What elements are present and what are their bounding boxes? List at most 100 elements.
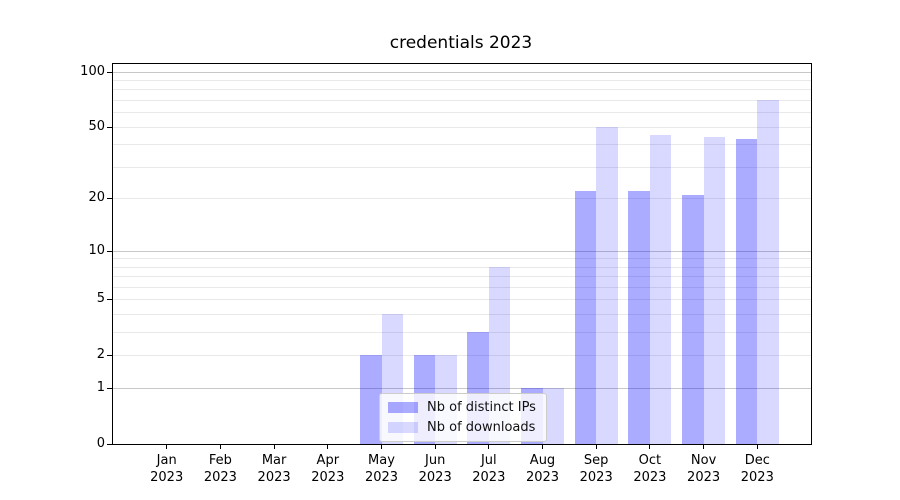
minor-gridline bbox=[113, 166, 811, 168]
x-tick-year: 2023 bbox=[525, 470, 560, 485]
bar bbox=[596, 126, 618, 444]
bar bbox=[574, 191, 597, 444]
bar bbox=[703, 136, 726, 444]
x-tick-label: Jun 2023 bbox=[403, 452, 467, 486]
x-tick-year: 2023 bbox=[740, 470, 774, 485]
major-gridline bbox=[113, 250, 811, 252]
minor-gridline bbox=[113, 266, 811, 268]
x-tick-month: May bbox=[368, 453, 395, 468]
x-tick-month: Jul bbox=[480, 453, 497, 468]
legend-item-downloads: Nb of downloads bbox=[388, 420, 536, 435]
minor-gridline bbox=[113, 299, 811, 301]
minor-gridline bbox=[113, 112, 811, 114]
x-tick-year: 2023 bbox=[203, 470, 237, 485]
minor-gridline bbox=[113, 276, 811, 278]
x-tick-month: Nov bbox=[690, 453, 717, 468]
x-tick-mark bbox=[166, 444, 168, 449]
minor-gridline bbox=[113, 126, 811, 128]
x-tick-mark bbox=[488, 444, 490, 449]
y-tick-label: 50 bbox=[88, 118, 105, 134]
x-tick-year: 2023 bbox=[633, 470, 667, 485]
x-tick-mark bbox=[327, 444, 329, 449]
bar bbox=[757, 100, 779, 444]
plot-area: Nb of distinct IPs Nb of downloads 0 1 2 5 1… bbox=[80, 63, 812, 485]
x-tick-month: Sep bbox=[583, 453, 609, 468]
x-tick-label: Mar 2023 bbox=[242, 452, 306, 486]
minor-gridline bbox=[113, 258, 811, 260]
major-gridline bbox=[113, 71, 811, 73]
y-tick-mark bbox=[107, 198, 113, 200]
y-tick-mark bbox=[107, 388, 113, 390]
y-tick-mark bbox=[107, 355, 113, 357]
y-tick-label: 100 bbox=[80, 63, 105, 79]
x-tick-mark bbox=[273, 444, 275, 449]
minor-gridline bbox=[113, 89, 811, 91]
y-tick-mark bbox=[107, 126, 113, 128]
x-tick-year: 2023 bbox=[472, 470, 506, 485]
x-tick-mark bbox=[703, 444, 705, 449]
x-tick-year: 2023 bbox=[364, 470, 399, 485]
x-tick-mark bbox=[542, 444, 543, 449]
x-tick-month: Apr bbox=[316, 453, 340, 468]
x-tick-label: Dec 2023 bbox=[725, 452, 789, 486]
y-tick-label: 0 bbox=[96, 436, 105, 451]
legend-label-distinct-ips: Nb of distinct IPs bbox=[427, 400, 536, 415]
legend-label-downloads: Nb of downloads bbox=[427, 420, 536, 435]
legend: Nb of distinct IPs Nb of downloads bbox=[379, 393, 547, 442]
x-tick-mark bbox=[219, 444, 221, 449]
x-tick-year: 2023 bbox=[687, 470, 721, 485]
minor-gridline bbox=[113, 198, 811, 200]
y-tick-mark bbox=[107, 250, 113, 252]
legend-item-distinct-ips: Nb of distinct IPs bbox=[388, 400, 536, 415]
legend-swatch-distinct-ips bbox=[388, 402, 418, 413]
bar bbox=[735, 138, 758, 444]
bar bbox=[649, 135, 672, 444]
x-tick-month: Jan bbox=[156, 453, 177, 468]
x-tick-year: 2023 bbox=[257, 470, 291, 485]
x-tick-label: Nov 2023 bbox=[672, 452, 736, 486]
bar bbox=[682, 194, 704, 444]
y-tick-label: 5 bbox=[96, 291, 105, 307]
x-tick-year: 2023 bbox=[579, 470, 613, 485]
x-tick-month: Aug bbox=[529, 453, 556, 468]
y-tick-mark bbox=[107, 299, 113, 301]
x-tick-label: May 2023 bbox=[350, 452, 414, 486]
y-tick-mark bbox=[107, 71, 113, 73]
legend-swatch-downloads bbox=[388, 422, 418, 433]
y-tick-label: 20 bbox=[88, 190, 105, 206]
minor-gridline bbox=[113, 100, 811, 102]
x-tick-mark bbox=[381, 444, 382, 449]
x-tick-month: Oct bbox=[638, 453, 662, 468]
x-tick-month: Dec bbox=[744, 453, 770, 468]
y-tick-mark bbox=[107, 444, 113, 445]
x-tick-label: Jan 2023 bbox=[135, 452, 199, 486]
major-gridline bbox=[113, 388, 811, 390]
x-tick-month: Mar bbox=[261, 453, 287, 468]
minor-gridline bbox=[113, 314, 811, 316]
minor-gridline bbox=[113, 332, 811, 334]
y-tick-label: 2 bbox=[96, 347, 105, 363]
x-tick-year: 2023 bbox=[418, 470, 452, 485]
x-tick-month: Jun bbox=[425, 453, 446, 468]
x-tick-label: Sep 2023 bbox=[564, 452, 628, 486]
minor-gridline bbox=[113, 144, 811, 146]
y-tick-label: 10 bbox=[88, 242, 105, 258]
x-tick-mark bbox=[595, 444, 597, 449]
x-tick-month: Feb bbox=[208, 453, 232, 468]
chart-title: credentials 2023 bbox=[389, 33, 533, 53]
x-tick-mark bbox=[756, 444, 758, 449]
bar bbox=[360, 355, 382, 444]
minor-gridline bbox=[113, 355, 811, 357]
x-tick-year: 2023 bbox=[311, 470, 345, 485]
x-tick-year: 2023 bbox=[150, 470, 184, 485]
x-tick-label: Apr 2023 bbox=[296, 452, 360, 486]
x-tick-label: Oct 2023 bbox=[618, 452, 682, 486]
bar bbox=[542, 388, 564, 444]
x-tick-label: Feb 2023 bbox=[188, 452, 252, 486]
x-tick-mark bbox=[434, 444, 436, 449]
x-tick-label: Jul 2023 bbox=[457, 452, 521, 486]
y-tick-label: 1 bbox=[96, 380, 105, 396]
x-tick-label: Aug 2023 bbox=[511, 452, 575, 486]
bar bbox=[628, 191, 650, 444]
